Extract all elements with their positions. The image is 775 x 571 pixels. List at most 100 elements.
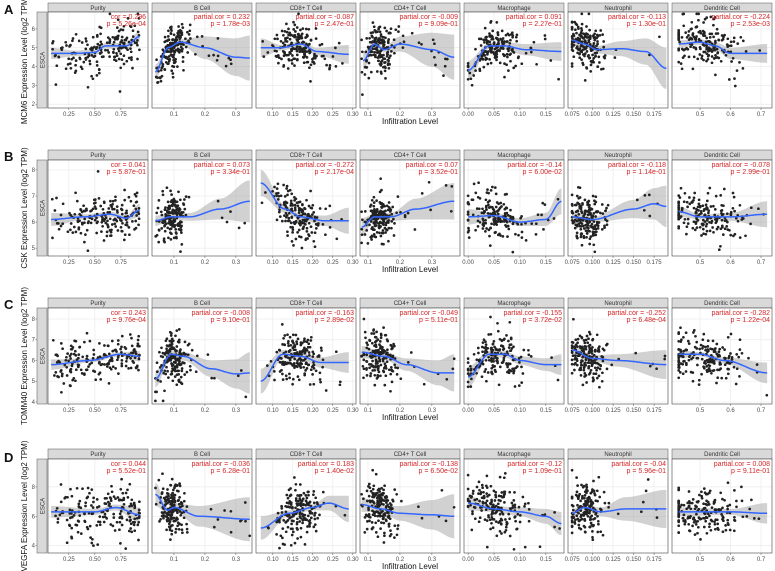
data-point: [369, 70, 373, 74]
data-point: [292, 28, 296, 31]
data-point: [179, 513, 183, 517]
plot-area: [360, 12, 460, 108]
data-point: [466, 372, 470, 375]
fit-line: [571, 39, 667, 70]
data-point: [685, 232, 688, 236]
data-point: [380, 352, 383, 356]
data-point: [508, 368, 511, 372]
data-point: [365, 37, 369, 40]
data-point: [103, 497, 107, 500]
data-point: [384, 356, 388, 360]
data-point: [377, 59, 380, 63]
data-point: [410, 31, 414, 35]
panel-border: [671, 11, 773, 109]
data-point: [449, 209, 453, 213]
confidence-band: [155, 35, 250, 81]
data-point: [302, 40, 306, 44]
data-point: [383, 350, 387, 353]
data-point: [312, 239, 316, 243]
data-point: [489, 348, 493, 351]
data-point: [585, 334, 589, 338]
data-point: [573, 226, 577, 230]
data-point: [174, 228, 178, 231]
data-point: [513, 385, 517, 388]
panel-border: [671, 159, 773, 257]
data-point: [586, 361, 590, 365]
data-point: [107, 207, 111, 210]
data-point: [59, 342, 63, 345]
data-point: [581, 63, 585, 66]
data-point: [491, 185, 494, 189]
x-tick-label: 0.15: [287, 557, 299, 563]
data-point: [370, 341, 374, 345]
data-point: [312, 501, 316, 505]
panel-border: [47, 159, 149, 257]
data-point: [79, 65, 83, 69]
data-point: [484, 230, 487, 233]
data-point: [283, 214, 286, 217]
y-tick-label: 8: [32, 317, 36, 323]
data-point: [583, 212, 587, 216]
data-point: [599, 29, 603, 32]
x-tick-label: 0.2: [201, 260, 210, 266]
data-point: [520, 230, 524, 234]
data-point: [708, 229, 712, 233]
data-point: [691, 379, 695, 383]
data-point: [110, 359, 114, 363]
data-point: [487, 358, 491, 362]
x-tick-label: 0.00: [462, 260, 474, 266]
data-point: [133, 356, 137, 360]
data-point: [579, 366, 583, 370]
data-point: [162, 514, 166, 518]
data-point: [299, 341, 303, 344]
data-point: [399, 210, 402, 214]
data-point: [677, 34, 681, 38]
data-point: [376, 351, 379, 354]
data-point: [69, 66, 73, 70]
data-point: [74, 368, 78, 372]
data-point: [403, 213, 407, 217]
data-point: [501, 348, 505, 351]
data-point: [593, 250, 597, 254]
p-value-label: p = 2.47e-01: [314, 21, 354, 28]
data-point: [502, 358, 506, 362]
data-point: [590, 222, 594, 226]
data-point: [62, 382, 66, 385]
data-point: [188, 23, 192, 27]
data-point: [180, 382, 184, 386]
data-point: [723, 363, 727, 367]
x-tick-label: 0.1: [364, 112, 373, 118]
data-point: [705, 46, 709, 49]
x-tick-label: 0.3: [232, 112, 241, 118]
data-point: [185, 527, 189, 531]
data-point: [738, 375, 741, 378]
p-value-label: p = 9.76e-04: [106, 317, 146, 324]
data-point: [187, 33, 191, 36]
cell-type-label: CD4+ T Cell: [394, 6, 427, 12]
data-point: [98, 44, 102, 47]
data-point: [487, 228, 491, 232]
data-point: [98, 52, 102, 55]
data-point: [296, 494, 299, 497]
data-point: [578, 34, 582, 37]
data-point: [278, 360, 282, 364]
data-point: [175, 373, 179, 377]
data-point: [362, 358, 366, 362]
data-point: [593, 199, 596, 203]
data-point: [171, 75, 175, 79]
data-point: [685, 36, 689, 39]
data-point: [287, 216, 291, 220]
data-point: [498, 61, 502, 65]
data-point: [179, 363, 183, 366]
data-point: [686, 339, 690, 343]
data-point: [286, 234, 289, 237]
data-point: [157, 229, 161, 232]
data-point: [170, 532, 174, 536]
data-point: [365, 66, 368, 69]
data-point: [573, 218, 577, 222]
data-point: [503, 193, 507, 196]
data-point: [706, 57, 710, 61]
data-point: [106, 219, 109, 223]
data-point: [386, 50, 390, 54]
data-point: [722, 187, 726, 191]
